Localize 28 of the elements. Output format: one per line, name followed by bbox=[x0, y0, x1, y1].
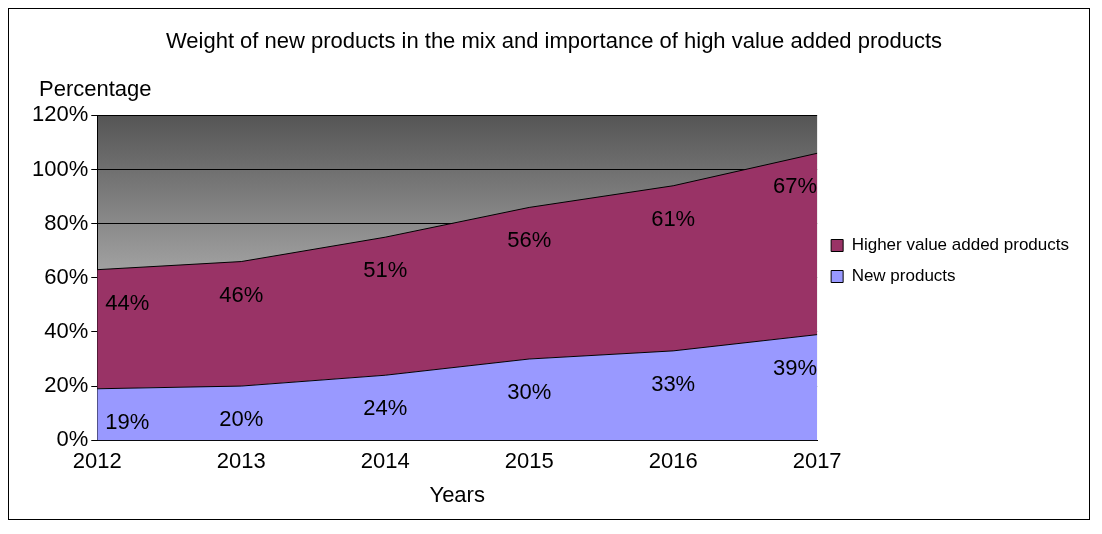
y-tick-label: 100% bbox=[31, 155, 89, 181]
data-label: 24% bbox=[363, 395, 408, 421]
y-tick-label: 80% bbox=[44, 209, 89, 235]
legend-label: Higher value added products bbox=[851, 235, 1070, 255]
data-label: 19% bbox=[105, 408, 150, 434]
data-label: 39% bbox=[773, 354, 818, 380]
x-axis-title: Years bbox=[429, 481, 485, 507]
data-label: 44% bbox=[105, 289, 150, 315]
data-label: 61% bbox=[651, 205, 696, 231]
y-tick-label: 60% bbox=[44, 263, 89, 289]
x-tick-label: 2015 bbox=[504, 448, 554, 474]
x-tick-label: 2014 bbox=[360, 448, 410, 474]
data-label: 46% bbox=[219, 281, 264, 307]
y-tick-label: 120% bbox=[31, 101, 89, 127]
data-label: 51% bbox=[363, 257, 408, 283]
data-label: 30% bbox=[507, 379, 552, 405]
data-label: 56% bbox=[507, 227, 552, 253]
data-label: 20% bbox=[219, 406, 264, 432]
data-label: 33% bbox=[651, 370, 696, 396]
x-tick-label: 2013 bbox=[216, 448, 266, 474]
legend-label: New products bbox=[851, 266, 956, 286]
chart-title: Weight of new products in the mix and importance of high value added products bbox=[165, 28, 943, 54]
x-tick-label: 2016 bbox=[648, 448, 698, 474]
x-tick-label: 2017 bbox=[792, 448, 842, 474]
y-axis-title: Percentage bbox=[39, 76, 152, 102]
y-tick-label: 40% bbox=[44, 318, 89, 343]
y-tick-label: 20% bbox=[44, 372, 89, 398]
data-label: 67% bbox=[773, 173, 818, 199]
